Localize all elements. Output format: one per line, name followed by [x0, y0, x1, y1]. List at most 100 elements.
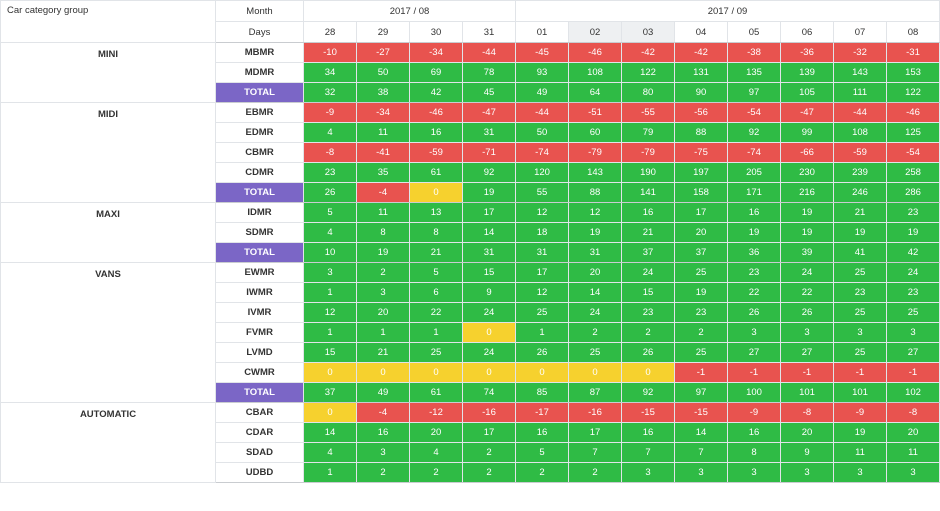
value-cell[interactable]: 108 — [833, 122, 887, 143]
value-cell[interactable]: 55 — [515, 182, 569, 203]
value-cell[interactable]: 105 — [780, 82, 834, 103]
value-cell[interactable]: -17 — [515, 402, 569, 423]
value-cell[interactable]: 49 — [356, 382, 410, 403]
value-cell[interactable]: 36 — [727, 242, 781, 263]
value-cell[interactable]: 93 — [515, 62, 569, 83]
value-cell[interactable]: 37 — [674, 242, 728, 263]
value-cell[interactable]: 125 — [886, 122, 940, 143]
value-cell[interactable]: 49 — [515, 82, 569, 103]
value-cell[interactable]: -16 — [462, 402, 516, 423]
value-cell[interactable]: -4 — [356, 182, 410, 203]
day-header[interactable]: 08 — [886, 21, 940, 43]
value-cell[interactable]: -15 — [674, 402, 728, 423]
value-cell[interactable]: 27 — [886, 342, 940, 363]
month-header[interactable]: 2017 / 09 — [515, 0, 940, 22]
value-cell[interactable]: 23 — [886, 202, 940, 223]
value-cell[interactable]: 143 — [568, 162, 622, 183]
day-header[interactable]: 04 — [674, 21, 728, 43]
value-cell[interactable]: 24 — [462, 302, 516, 323]
value-cell[interactable]: -1 — [780, 362, 834, 383]
value-cell[interactable]: 19 — [780, 222, 834, 243]
value-cell[interactable]: 24 — [621, 262, 675, 283]
value-cell[interactable]: 11 — [356, 122, 410, 143]
value-cell[interactable]: 0 — [409, 362, 463, 383]
value-cell[interactable]: 78 — [462, 62, 516, 83]
value-cell[interactable]: -8 — [886, 402, 940, 423]
value-cell[interactable]: -46 — [886, 102, 940, 123]
value-cell[interactable]: 171 — [727, 182, 781, 203]
value-cell[interactable]: 27 — [727, 342, 781, 363]
value-cell[interactable]: 50 — [356, 62, 410, 83]
car-code-label[interactable]: EBMR — [215, 102, 304, 123]
value-cell[interactable]: 16 — [356, 422, 410, 443]
value-cell[interactable]: 101 — [780, 382, 834, 403]
value-cell[interactable]: -1 — [886, 362, 940, 383]
value-cell[interactable]: 20 — [886, 422, 940, 443]
value-cell[interactable]: 25 — [409, 342, 463, 363]
value-cell[interactable]: 34 — [303, 62, 357, 83]
value-cell[interactable]: 23 — [727, 262, 781, 283]
value-cell[interactable]: -9 — [727, 402, 781, 423]
value-cell[interactable]: 79 — [621, 122, 675, 143]
value-cell[interactable]: 16 — [727, 202, 781, 223]
value-cell[interactable]: 2 — [356, 262, 410, 283]
day-header[interactable]: 07 — [833, 21, 887, 43]
value-cell[interactable]: -34 — [356, 102, 410, 123]
value-cell[interactable]: 31 — [462, 122, 516, 143]
value-cell[interactable]: -27 — [356, 42, 410, 63]
value-cell[interactable]: 0 — [409, 182, 463, 203]
value-cell[interactable]: 153 — [886, 62, 940, 83]
value-cell[interactable]: 19 — [833, 422, 887, 443]
value-cell[interactable]: 20 — [780, 422, 834, 443]
value-cell[interactable]: 122 — [886, 82, 940, 103]
value-cell[interactable]: 141 — [621, 182, 675, 203]
value-cell[interactable]: 26 — [515, 342, 569, 363]
value-cell[interactable]: 197 — [674, 162, 728, 183]
value-cell[interactable]: 21 — [621, 222, 675, 243]
value-cell[interactable]: -54 — [727, 102, 781, 123]
value-cell[interactable]: -16 — [568, 402, 622, 423]
value-cell[interactable]: 239 — [833, 162, 887, 183]
value-cell[interactable]: 10 — [303, 242, 357, 263]
value-cell[interactable]: 37 — [621, 242, 675, 263]
value-cell[interactable]: 97 — [674, 382, 728, 403]
value-cell[interactable]: -46 — [409, 102, 463, 123]
value-cell[interactable]: 3 — [356, 282, 410, 303]
value-cell[interactable]: 11 — [886, 442, 940, 463]
value-cell[interactable]: 3 — [356, 442, 410, 463]
value-cell[interactable]: 26 — [780, 302, 834, 323]
car-code-label[interactable]: MBMR — [215, 42, 304, 63]
value-cell[interactable]: 17 — [462, 422, 516, 443]
value-cell[interactable]: -4 — [356, 402, 410, 423]
value-cell[interactable]: 88 — [674, 122, 728, 143]
value-cell[interactable]: -31 — [886, 42, 940, 63]
value-cell[interactable]: 23 — [886, 282, 940, 303]
value-cell[interactable]: 16 — [621, 422, 675, 443]
value-cell[interactable]: 2 — [568, 322, 622, 343]
value-cell[interactable]: 14 — [303, 422, 357, 443]
value-cell[interactable]: 286 — [886, 182, 940, 203]
value-cell[interactable]: 2 — [409, 462, 463, 483]
value-cell[interactable]: 18 — [515, 222, 569, 243]
value-cell[interactable]: 14 — [674, 422, 728, 443]
value-cell[interactable]: 25 — [674, 342, 728, 363]
value-cell[interactable]: 25 — [515, 302, 569, 323]
value-cell[interactable]: 12 — [515, 202, 569, 223]
value-cell[interactable]: -71 — [462, 142, 516, 163]
month-header[interactable]: 2017 / 08 — [303, 0, 516, 22]
day-header[interactable]: 31 — [462, 21, 516, 43]
car-code-label[interactable]: CBMR — [215, 142, 304, 163]
value-cell[interactable]: 5 — [515, 442, 569, 463]
value-cell[interactable]: -8 — [303, 142, 357, 163]
value-cell[interactable]: 19 — [568, 222, 622, 243]
car-code-label[interactable]: CDMR — [215, 162, 304, 183]
value-cell[interactable]: 8 — [727, 442, 781, 463]
car-code-label[interactable]: MDMR — [215, 62, 304, 83]
value-cell[interactable]: 7 — [674, 442, 728, 463]
value-cell[interactable]: 2 — [515, 462, 569, 483]
value-cell[interactable]: -10 — [303, 42, 357, 63]
value-cell[interactable]: 19 — [674, 282, 728, 303]
value-cell[interactable]: 1 — [409, 322, 463, 343]
value-cell[interactable]: 3 — [727, 462, 781, 483]
value-cell[interactable]: 4 — [409, 442, 463, 463]
